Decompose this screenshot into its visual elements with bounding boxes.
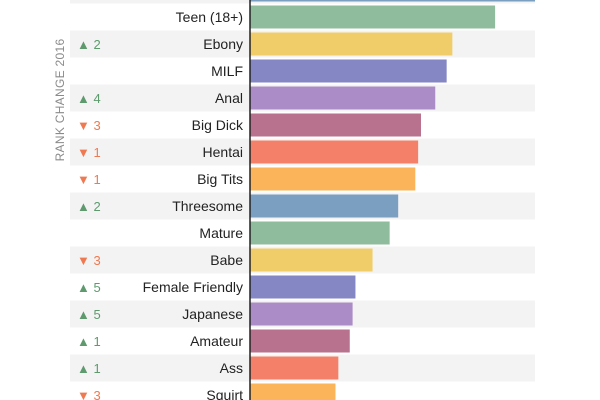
bar-squirt (250, 383, 336, 400)
rank-change-ebony: ▲ 2 (77, 37, 101, 52)
category-label-hentai: Hentai (203, 144, 243, 160)
rank-change-layer: ▲ 2 ▲ 4 ▼ 3 ▼ 1 ▼ 1 ▲ 2 ▼ 3 ▲ 5 ▲ 5 ▲ 1 ▲ 1 ▼ 3 (77, 37, 101, 400)
bar-threesome (250, 194, 399, 218)
bar-anal (250, 86, 436, 110)
category-label-ass: Ass (220, 360, 243, 376)
category-label-layer: Teen (18+) Ebony MILF Anal Big Dick Hentai Big… (143, 9, 244, 400)
rank-change-female-friendly: ▲ 5 (77, 280, 101, 295)
category-label-mature: Mature (199, 225, 243, 241)
rank-change-anal: ▲ 4 (77, 91, 101, 106)
bar-milf (250, 59, 447, 83)
category-label-female-friendly: Female Friendly (143, 279, 243, 295)
category-label-ebony: Ebony (203, 36, 243, 52)
category-label-anal: Anal (215, 90, 243, 106)
category-label-big-tits: Big Tits (197, 171, 243, 187)
rank-change-amateur: ▲ 1 (77, 334, 101, 349)
rank-change-babe: ▼ 3 (77, 253, 101, 268)
category-label-japanese: Japanese (182, 306, 243, 322)
rank-change-squirt: ▼ 3 (77, 388, 101, 400)
bar-ass (250, 356, 339, 380)
bar-big-tits (250, 167, 416, 191)
bar-babe (250, 248, 373, 272)
bar-teen-18 (250, 5, 496, 29)
row-shade-0 (70, 0, 535, 4)
bar-amateur (250, 329, 350, 353)
category-label-squirt: Squirt (206, 387, 243, 400)
category-label-amateur: Amateur (190, 333, 243, 349)
bar-hentai (250, 140, 419, 164)
bar-female-friendly (250, 275, 356, 299)
y-axis-title: RANK CHANGE 2016 (53, 39, 67, 162)
category-label-babe: Babe (210, 252, 243, 268)
bar-mature (250, 221, 390, 245)
rank-change-big-dick: ▼ 3 (77, 118, 101, 133)
bar-big-dick (250, 113, 421, 137)
bar-japanese (250, 302, 353, 326)
rank-change-ass: ▲ 1 (77, 361, 101, 376)
category-label-big-dick: Big Dick (192, 117, 244, 133)
rank-change-hentai: ▼ 1 (77, 145, 101, 160)
rank-change-threesome: ▲ 2 (77, 199, 101, 214)
rank-change-big-tits: ▼ 1 (77, 172, 101, 187)
bar-top-cropped (250, 0, 535, 2)
category-label-threesome: Threesome (172, 198, 243, 214)
category-label-teen-18: Teen (18+) (176, 9, 243, 25)
bar-ebony (250, 32, 453, 56)
bar-layer (250, 0, 535, 400)
category-label-milf: MILF (211, 63, 243, 79)
rank-change-japanese: ▲ 5 (77, 307, 101, 322)
